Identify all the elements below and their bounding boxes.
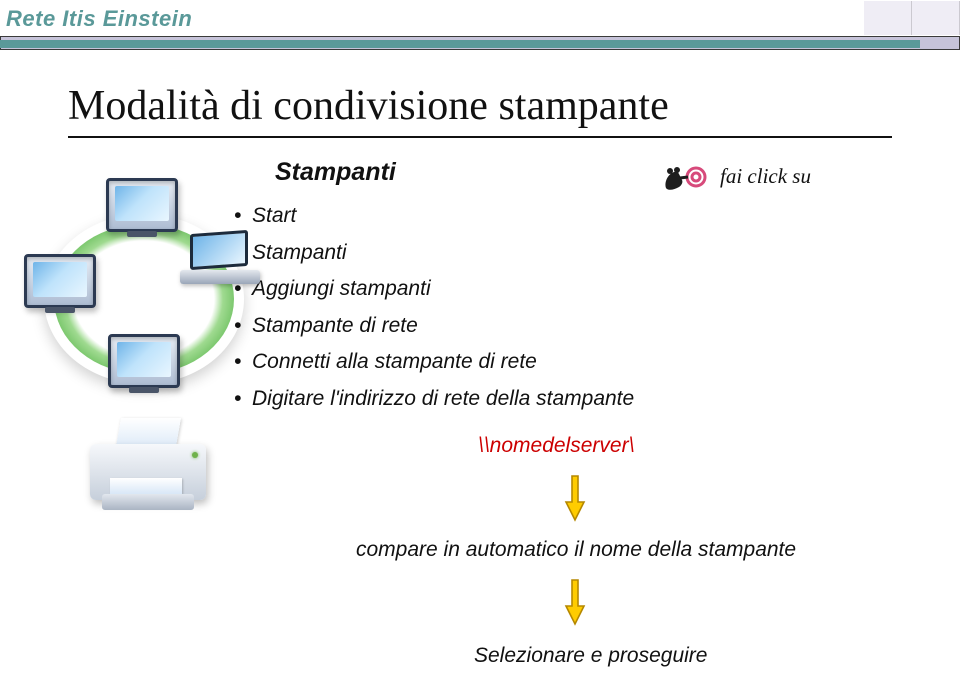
section-heading: Stampanti	[275, 158, 396, 187]
mouse-click-icon	[660, 160, 710, 194]
click-hint: fai click su	[720, 164, 811, 189]
list-item: Stampante di rete	[250, 310, 634, 343]
list-item: Aggiungi stampanti	[250, 273, 634, 306]
final-line: Selezionare e proseguire	[474, 644, 707, 668]
printer-illustration	[72, 412, 222, 532]
arrow-down-icon	[564, 578, 586, 628]
header-title: Rete Itis Einstein	[6, 6, 192, 32]
arrow-down-icon	[564, 474, 586, 524]
list-item: Start	[250, 200, 634, 233]
network-illustration	[24, 178, 264, 418]
compare-line: compare in automatico il nome della stam…	[356, 538, 796, 562]
list-item: Digitare l'indirizzo di rete della stamp…	[250, 383, 634, 416]
slide-title: Modalità di condivisione stampante	[68, 82, 669, 130]
steps-list: Start Stampanti Aggiungi stampanti Stamp…	[250, 200, 634, 419]
tab-button-1[interactable]	[864, 1, 912, 35]
header-bar-inner	[0, 40, 920, 48]
server-path-text: \\nomedelserver\	[478, 434, 634, 458]
list-item: Stampanti	[250, 237, 634, 270]
title-underline	[68, 136, 892, 138]
list-item: Connetti alla stampante di rete	[250, 346, 634, 379]
slide-root: { "colors": { "header_teal": "#5a9999", …	[0, 0, 960, 697]
tab-button-2[interactable]	[912, 1, 960, 35]
